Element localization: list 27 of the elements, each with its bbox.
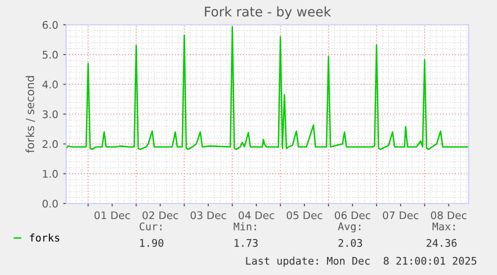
chart-title: Fork rate - by week (204, 6, 332, 20)
y-tick-label: 4.0 (42, 80, 58, 88)
x-tick-label: 07 Dec (382, 211, 418, 220)
text: 1.73 (234, 238, 258, 247)
text: Max: (432, 222, 455, 230)
y-tick-label: 0.0 (42, 200, 58, 208)
text: 24.36 (426, 238, 457, 247)
text: Avg: (338, 222, 360, 232)
text: Cur: (140, 222, 162, 230)
text: Last update: Mon Dec 8 21:00:01 2025 (246, 256, 476, 267)
x-tick-label: 02 Dec (142, 211, 178, 220)
x-tick-label: 01 Dec (94, 211, 130, 220)
y-axis-title: forks / second (26, 76, 36, 153)
x-tick-label: 06 Dec (334, 211, 370, 220)
x-tick-label: 08 Dec (430, 211, 466, 220)
x-tick-label: 05 Dec (286, 211, 322, 220)
legend-label: forks (30, 234, 60, 242)
text: 2.03 (338, 238, 362, 247)
x-tick-label: 04 Dec (238, 211, 274, 220)
y-tick-label: 5.0 (42, 50, 58, 59)
text: Min: (234, 222, 256, 230)
y-tick-label: 6.0 (42, 20, 58, 29)
text: 1.90 (140, 238, 164, 247)
y-tick-label: 3.0 (42, 110, 58, 118)
y-tick-label: 2.0 (42, 140, 58, 148)
y-tick-label: 1.0 (43, 170, 58, 178)
x-tick-label: 03 Dec (190, 211, 226, 220)
